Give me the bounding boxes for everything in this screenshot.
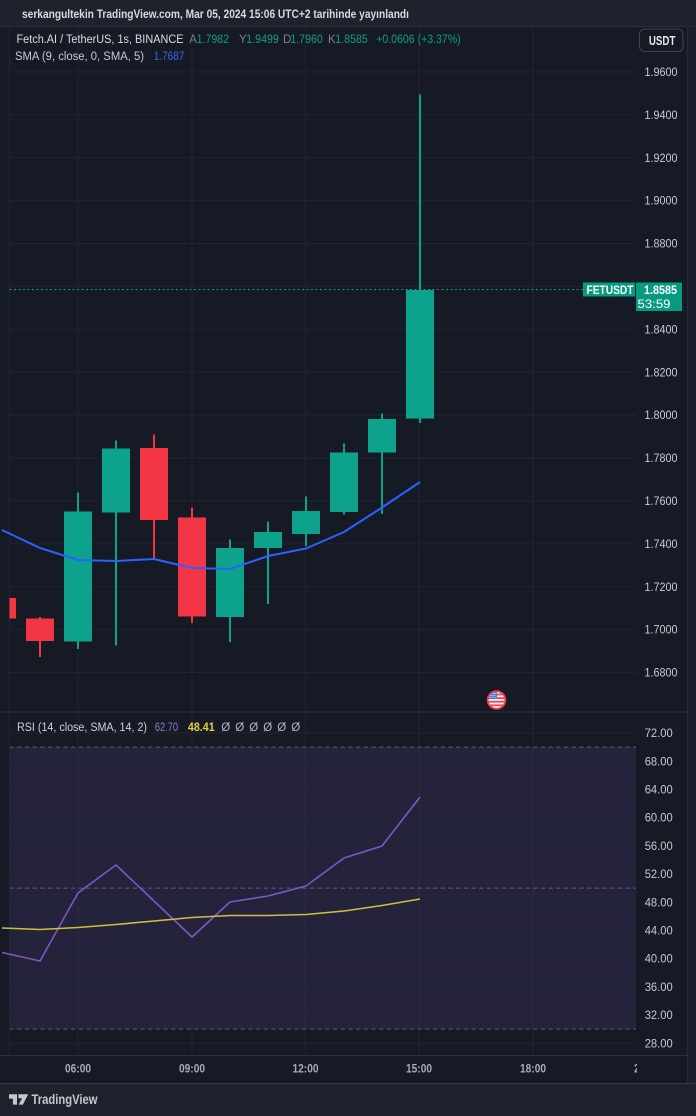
svg-text:1.8585: 1.8585	[335, 34, 368, 46]
svg-text:1.7687: 1.7687	[154, 51, 185, 63]
svg-text:1.8400: 1.8400	[645, 324, 678, 336]
svg-text:48.00: 48.00	[645, 897, 673, 909]
svg-text:32.00: 32.00	[645, 1010, 673, 1022]
svg-text:1.9400: 1.9400	[645, 110, 678, 122]
svg-text:56.00: 56.00	[645, 841, 673, 853]
svg-text:Ø: Ø	[249, 722, 258, 734]
svg-text:1.7960: 1.7960	[290, 34, 323, 46]
svg-text:Fetch.AI / TetherUS, 1s, BINAN: Fetch.AI / TetherUS, 1s, BINANCE	[17, 34, 184, 46]
svg-text:18:00: 18:00	[520, 1063, 546, 1075]
svg-text:USDT: USDT	[649, 34, 676, 48]
svg-text:36.00: 36.00	[645, 982, 673, 994]
svg-text:serkangultekin TradingView.com: serkangultekin TradingView.com, Mar 05, …	[22, 9, 409, 21]
svg-text:1.8800: 1.8800	[645, 239, 678, 251]
svg-text:48.41: 48.41	[188, 722, 215, 734]
svg-text:12:00: 12:00	[293, 1063, 319, 1075]
svg-text:1.7800: 1.7800	[645, 453, 678, 465]
svg-text:06:00: 06:00	[65, 1063, 91, 1075]
svg-text:21:00: 21:00	[634, 1063, 660, 1075]
svg-text:Y: Y	[239, 34, 247, 46]
svg-text:1.8000: 1.8000	[645, 410, 678, 422]
svg-text:RSI (14, close, SMA, 14, 2): RSI (14, close, SMA, 14, 2)	[17, 722, 147, 734]
svg-text:72.00: 72.00	[645, 728, 673, 740]
svg-text:28.00: 28.00	[645, 1038, 673, 1050]
svg-text:D: D	[283, 34, 291, 46]
svg-text:1.7200: 1.7200	[645, 582, 678, 594]
svg-text:1.7000: 1.7000	[645, 625, 678, 637]
svg-text:1.7600: 1.7600	[645, 496, 678, 508]
svg-text:1.6800: 1.6800	[645, 668, 678, 680]
svg-text:Ø: Ø	[291, 722, 300, 734]
svg-text:64.00: 64.00	[645, 785, 673, 797]
svg-text:40.00: 40.00	[645, 954, 673, 966]
svg-text:68.00: 68.00	[645, 756, 673, 768]
svg-text:Ø: Ø	[277, 722, 286, 734]
svg-text:FETUSDT: FETUSDT	[587, 283, 635, 297]
svg-text:TradingView: TradingView	[32, 1092, 98, 1107]
svg-text:Ø: Ø	[235, 722, 244, 734]
svg-text:1.9200: 1.9200	[645, 153, 678, 165]
svg-text:1.9499: 1.9499	[246, 34, 278, 46]
svg-text:15:00: 15:00	[406, 1063, 432, 1075]
svg-text:60.00: 60.00	[645, 813, 673, 825]
svg-text:1.9000: 1.9000	[645, 196, 678, 208]
svg-text:K: K	[328, 34, 336, 46]
svg-text:1.7400: 1.7400	[645, 539, 678, 551]
svg-text:A: A	[189, 34, 197, 46]
svg-text:+0.0606 (+3.37%): +0.0606 (+3.37%)	[376, 34, 461, 46]
svg-text:Ø: Ø	[221, 722, 230, 734]
svg-text:62.70: 62.70	[155, 722, 178, 734]
svg-text:1.8200: 1.8200	[645, 367, 678, 379]
svg-text:Ø: Ø	[263, 722, 272, 734]
svg-text:53:59: 53:59	[638, 299, 671, 311]
svg-text:1.9600: 1.9600	[645, 67, 678, 79]
svg-text:52.00: 52.00	[645, 869, 673, 881]
svg-text:09:00: 09:00	[179, 1063, 205, 1075]
svg-text:1.8585: 1.8585	[644, 283, 677, 297]
svg-text:44.00: 44.00	[645, 926, 673, 938]
svg-text:SMA (9, close, 0, SMA, 5): SMA (9, close, 0, SMA, 5)	[15, 51, 144, 63]
svg-text:1.7982: 1.7982	[197, 34, 230, 46]
